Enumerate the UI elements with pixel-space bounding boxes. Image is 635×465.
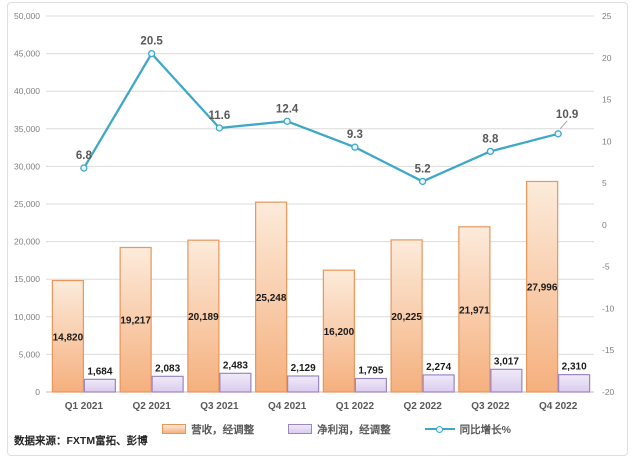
legend-item-yoy-growth: 同比增长% bbox=[424, 422, 511, 437]
revenue-value-label: 16,200 bbox=[324, 327, 355, 338]
yoy-growth-marker bbox=[215, 124, 224, 132]
revenue-value-label: 25,248 bbox=[256, 293, 287, 304]
revenue-bar bbox=[390, 239, 423, 393]
right-axis-tick-label: 20 bbox=[602, 53, 612, 63]
category-label: Q2 2021 bbox=[132, 401, 171, 412]
revenue-value-label: 27,996 bbox=[527, 283, 558, 294]
revenue-value-label: 20,225 bbox=[391, 312, 422, 323]
net-profit-value-label: 2,310 bbox=[562, 362, 587, 373]
revenue-bar bbox=[119, 246, 152, 393]
yoy-growth-value-label: 10.9 bbox=[556, 109, 578, 121]
yoy-growth-value-label: 9.3 bbox=[347, 129, 363, 141]
right-axis-tick-label: -5 bbox=[602, 262, 610, 272]
revenue-value-label: 19,217 bbox=[120, 316, 151, 327]
legend-label-net-profit: 净利润，经调整 bbox=[317, 423, 391, 436]
left-axis-tick-label: 40,000 bbox=[14, 86, 40, 96]
line-segment bbox=[424, 428, 438, 430]
legend-label-revenue: 营收，经调整 bbox=[191, 423, 255, 436]
legend-label-yoy-growth: 同比增长% bbox=[459, 423, 511, 436]
net-profit-bar bbox=[287, 375, 320, 393]
net-profit-value-label: 2,129 bbox=[291, 363, 316, 374]
net-profit-value-label: 2,274 bbox=[426, 362, 451, 373]
right-axis-tick-label: -20 bbox=[602, 387, 615, 397]
yoy-growth-marker bbox=[283, 117, 291, 125]
net-profit-bar bbox=[354, 377, 387, 393]
left-axis-tick-label: 10,000 bbox=[14, 312, 40, 322]
right-axis-tick-label: 5 bbox=[602, 178, 607, 188]
right-axis-tick-label: -15 bbox=[602, 345, 615, 355]
yoy-growth-value-label: 5.2 bbox=[415, 163, 431, 175]
net-profit-value-label: 2,483 bbox=[223, 360, 248, 371]
net-profit-bar bbox=[83, 378, 116, 393]
right-axis-tick-label: 10 bbox=[602, 136, 612, 146]
revenue-value-label: 21,971 bbox=[459, 305, 490, 316]
net-profit-value-label: 3,017 bbox=[494, 356, 519, 367]
net-profit-bar bbox=[490, 368, 523, 393]
category-label: Q1 2022 bbox=[336, 401, 375, 412]
yoy-growth-marker bbox=[351, 143, 359, 151]
revenue-bar bbox=[322, 269, 355, 393]
left-axis-tick-label: 50,000 bbox=[14, 11, 40, 21]
label-leader-line bbox=[559, 120, 568, 130]
net-profit-value-label: 2,083 bbox=[155, 363, 180, 374]
category-label: Q4 2022 bbox=[539, 401, 578, 412]
yoy-growth-value-label: 12.4 bbox=[276, 103, 299, 115]
yoy-growth-marker bbox=[554, 130, 562, 138]
revenue-bar bbox=[51, 279, 84, 393]
data-source-note: 数据来源：FXTM富拓、彭博 bbox=[14, 435, 148, 447]
yoy-growth-marker bbox=[418, 177, 427, 186]
left-axis-tick-label: 30,000 bbox=[14, 161, 40, 171]
yoy-growth-value-label: 8.8 bbox=[482, 133, 499, 145]
revenue-bar bbox=[255, 201, 288, 393]
left-axis-tick-label: 20,000 bbox=[14, 237, 40, 247]
net-profit-bar bbox=[558, 374, 591, 393]
category-label: Q3 2022 bbox=[471, 401, 510, 412]
left-axis-tick-label: 45,000 bbox=[14, 49, 40, 59]
yoy-growth-marker bbox=[80, 164, 88, 172]
left-axis-tick-label: 5,000 bbox=[19, 349, 41, 359]
legend-item-revenue: 营收，经调整 bbox=[162, 422, 254, 437]
revenue-bar bbox=[526, 180, 559, 393]
net-profit-bar bbox=[151, 375, 184, 393]
left-axis-tick-label: 15,000 bbox=[14, 274, 40, 284]
left-axis-tick-label: 0 bbox=[35, 387, 40, 397]
chart-legend: 营收，经调整 净利润，经调整 同比增长% bbox=[19, 420, 635, 438]
right-axis-tick-label: -10 bbox=[602, 303, 615, 313]
category-label: Q4 2021 bbox=[268, 401, 307, 412]
yoy-growth-line-swatch-icon bbox=[424, 425, 455, 433]
right-axis-tick-label: 15 bbox=[602, 95, 612, 105]
category-label: Q1 2021 bbox=[65, 401, 104, 412]
net-profit-bar bbox=[219, 372, 252, 393]
yoy-growth-line bbox=[82, 52, 559, 183]
category-label: Q3 2021 bbox=[200, 401, 239, 412]
category-label: Q2 2022 bbox=[403, 401, 442, 412]
left-axis-tick-label: 35,000 bbox=[14, 124, 40, 134]
revenue-value-label: 14,820 bbox=[53, 332, 84, 343]
net-profit-value-label: 1,684 bbox=[87, 366, 112, 377]
revenue-bar bbox=[187, 239, 220, 393]
legend-item-net-profit: 净利润，经调整 bbox=[288, 422, 391, 437]
right-axis-tick-label: 0 bbox=[602, 220, 607, 230]
left-axis-tick-label: 25,000 bbox=[14, 199, 40, 209]
yoy-growth-marker bbox=[147, 49, 156, 58]
yoy-growth-value-label: 20.5 bbox=[140, 36, 163, 48]
yoy-growth-marker bbox=[486, 147, 495, 156]
revenue-value-label: 20,189 bbox=[188, 312, 219, 323]
revenue-swatch-icon bbox=[162, 424, 187, 434]
right-axis-tick-label: 25 bbox=[602, 11, 612, 21]
net-profit-value-label: 1,795 bbox=[358, 366, 383, 377]
net-profit-swatch-icon bbox=[288, 424, 313, 434]
revenue-bar bbox=[458, 226, 491, 393]
net-profit-bar bbox=[422, 374, 455, 393]
line-segment bbox=[442, 428, 455, 430]
yoy-growth-value-label: 11.6 bbox=[209, 110, 231, 122]
yoy-growth-value-label: 6.8 bbox=[76, 150, 93, 162]
